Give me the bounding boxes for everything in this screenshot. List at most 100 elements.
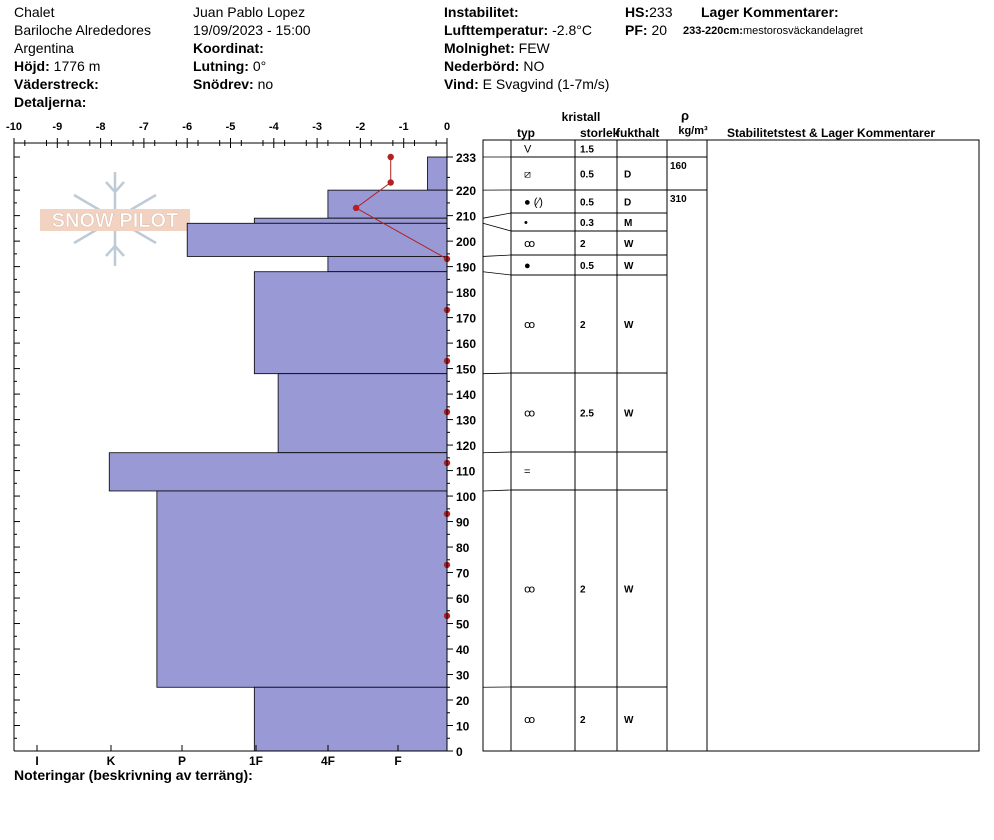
height-tick-label: 190 (456, 261, 476, 275)
table-row: ⧄ 0.5 D (524, 169, 631, 181)
moisture: D (624, 198, 631, 209)
height-tick-label: 40 (456, 643, 470, 657)
layer-connector-4 (482, 254, 512, 257)
density-value: 160 (670, 161, 687, 172)
grain-type: V (524, 144, 532, 156)
moisture: W (624, 585, 634, 596)
air-temperature: Lufttemperatur: -2.8°C (444, 22, 592, 38)
layer-comment-range: 233-220cm: (683, 25, 743, 37)
header-layer-comments: Lager Kommentarer: (701, 3, 839, 21)
layer-bar-7 (108, 452, 448, 492)
temp-tick-label: 0 (444, 121, 450, 133)
instability: Instabilitet: (444, 4, 519, 20)
grain-size: 2 (580, 320, 586, 331)
temp-tick-label: -7 (139, 121, 149, 133)
temp-tick-label: -10 (6, 121, 22, 133)
height-tick-label: 220 (456, 184, 476, 198)
table-row: ꝏ 2 W (524, 238, 634, 250)
grain-size: 2 (580, 715, 586, 726)
table-row: ꝏ 2 W (524, 714, 634, 726)
height-tick-label: 110 (456, 465, 476, 479)
height-tick-label: 60 (456, 592, 470, 606)
table-frame (482, 139, 980, 752)
hardness-tick-label: P (178, 754, 186, 768)
drift: Snödrev: no (193, 76, 274, 92)
layer-bar-6 (277, 373, 448, 454)
height-tick-label: 160 (456, 337, 476, 351)
aspect: Väderstreck: (14, 76, 99, 92)
table-header-crystal: kristall (562, 110, 601, 124)
moisture: W (624, 409, 634, 420)
snow-height: HS:233 (625, 4, 673, 20)
layer-comment-text: mestorosväckandelagret (742, 25, 863, 37)
observer-name: Juan Pablo Lopez (193, 4, 306, 20)
table-header-moisture: fukthalt (616, 126, 659, 140)
grain-size: 2.5 (580, 409, 594, 420)
hardness-tick-label: 4F (321, 754, 335, 768)
table-header-rho: ρ (681, 108, 689, 123)
height-tick-label: 70 (456, 567, 470, 581)
moisture: W (624, 261, 634, 272)
grain-type: ● (524, 260, 531, 272)
grain-size: 2 (580, 239, 586, 250)
temp-tick-label: -5 (226, 121, 236, 133)
table-header-type: typ (517, 126, 535, 140)
temp-tick-label: -8 (96, 121, 106, 133)
hardness-tick-label: I (35, 754, 38, 768)
height-tick-label: 80 (456, 541, 470, 555)
temp-tick-label: -4 (269, 121, 280, 133)
height-tick-label: 130 (456, 414, 476, 428)
penetration-foot: PF: 20 (625, 22, 668, 38)
slope: Lutning: 0° (193, 58, 267, 74)
height-tick-label: 120 (456, 439, 476, 453)
grain-size: 0.3 (580, 218, 594, 229)
height-tick-label: 90 (456, 516, 470, 530)
table-row: V 1.5 (524, 144, 594, 156)
temp-tick-label: -6 (182, 121, 192, 133)
grain-size: 1.5 (580, 145, 594, 156)
height-tick-label: 210 (456, 210, 476, 224)
grain-size: 2 (580, 585, 586, 596)
moisture: W (624, 320, 634, 331)
location-name: Chalet (14, 4, 55, 20)
layer-connector-6 (482, 372, 512, 375)
svg-text:SNOW PILOT: SNOW PILOT (52, 210, 179, 232)
temp-tick-label: -3 (312, 121, 322, 133)
header-snowpack: HS:233 PF: 20 (625, 3, 672, 39)
temperature-point-1 (387, 179, 394, 186)
grain-type: ꝏ (524, 408, 535, 420)
coordinates: Koordinat: (193, 40, 264, 56)
table-row: ꝏ 2 W (524, 584, 634, 596)
height-tick-label: 30 (456, 669, 470, 683)
header-weather: Instabilitet: Lufttemperatur: -2.8°C Mol… (444, 3, 609, 93)
layer-connector-8 (482, 489, 512, 492)
layer-bar-3 (186, 222, 448, 257)
table-row: ꝏ 2.5 W (524, 408, 634, 420)
grain-size: 0.5 (580, 170, 594, 181)
layer-bar-0 (427, 156, 448, 191)
height-tick-label: 20 (456, 694, 470, 708)
layer-connector-7 (482, 451, 512, 454)
height-tick-label: 140 (456, 388, 476, 402)
grain-size: 0.5 (580, 198, 594, 209)
sky-cover: Molnighet: FEW (444, 40, 550, 56)
moisture: W (624, 715, 634, 726)
layer-connector-2 (482, 212, 512, 219)
details: Detaljerna: (14, 94, 87, 110)
table-row: ● 0.5 W (524, 260, 634, 272)
temp-tick-label: -9 (52, 121, 62, 133)
height-tick-label: 10 (456, 720, 470, 734)
height-tick-label: 50 (456, 618, 470, 632)
moisture: D (624, 170, 631, 181)
layer-bar-4 (327, 256, 448, 273)
location-area: Bariloche Alrededores (14, 22, 151, 38)
layer-bar-9 (253, 686, 448, 752)
precipitation: Nederbörd: NO (444, 58, 545, 74)
table-row: ꝏ 2 W (524, 319, 634, 331)
layer-bar-1 (327, 189, 448, 219)
grain-type: ꝏ (524, 319, 535, 331)
density-value: 310 (670, 194, 687, 205)
height-tick-label: 0 (456, 745, 463, 759)
grain-type: ⧄ (524, 169, 531, 181)
